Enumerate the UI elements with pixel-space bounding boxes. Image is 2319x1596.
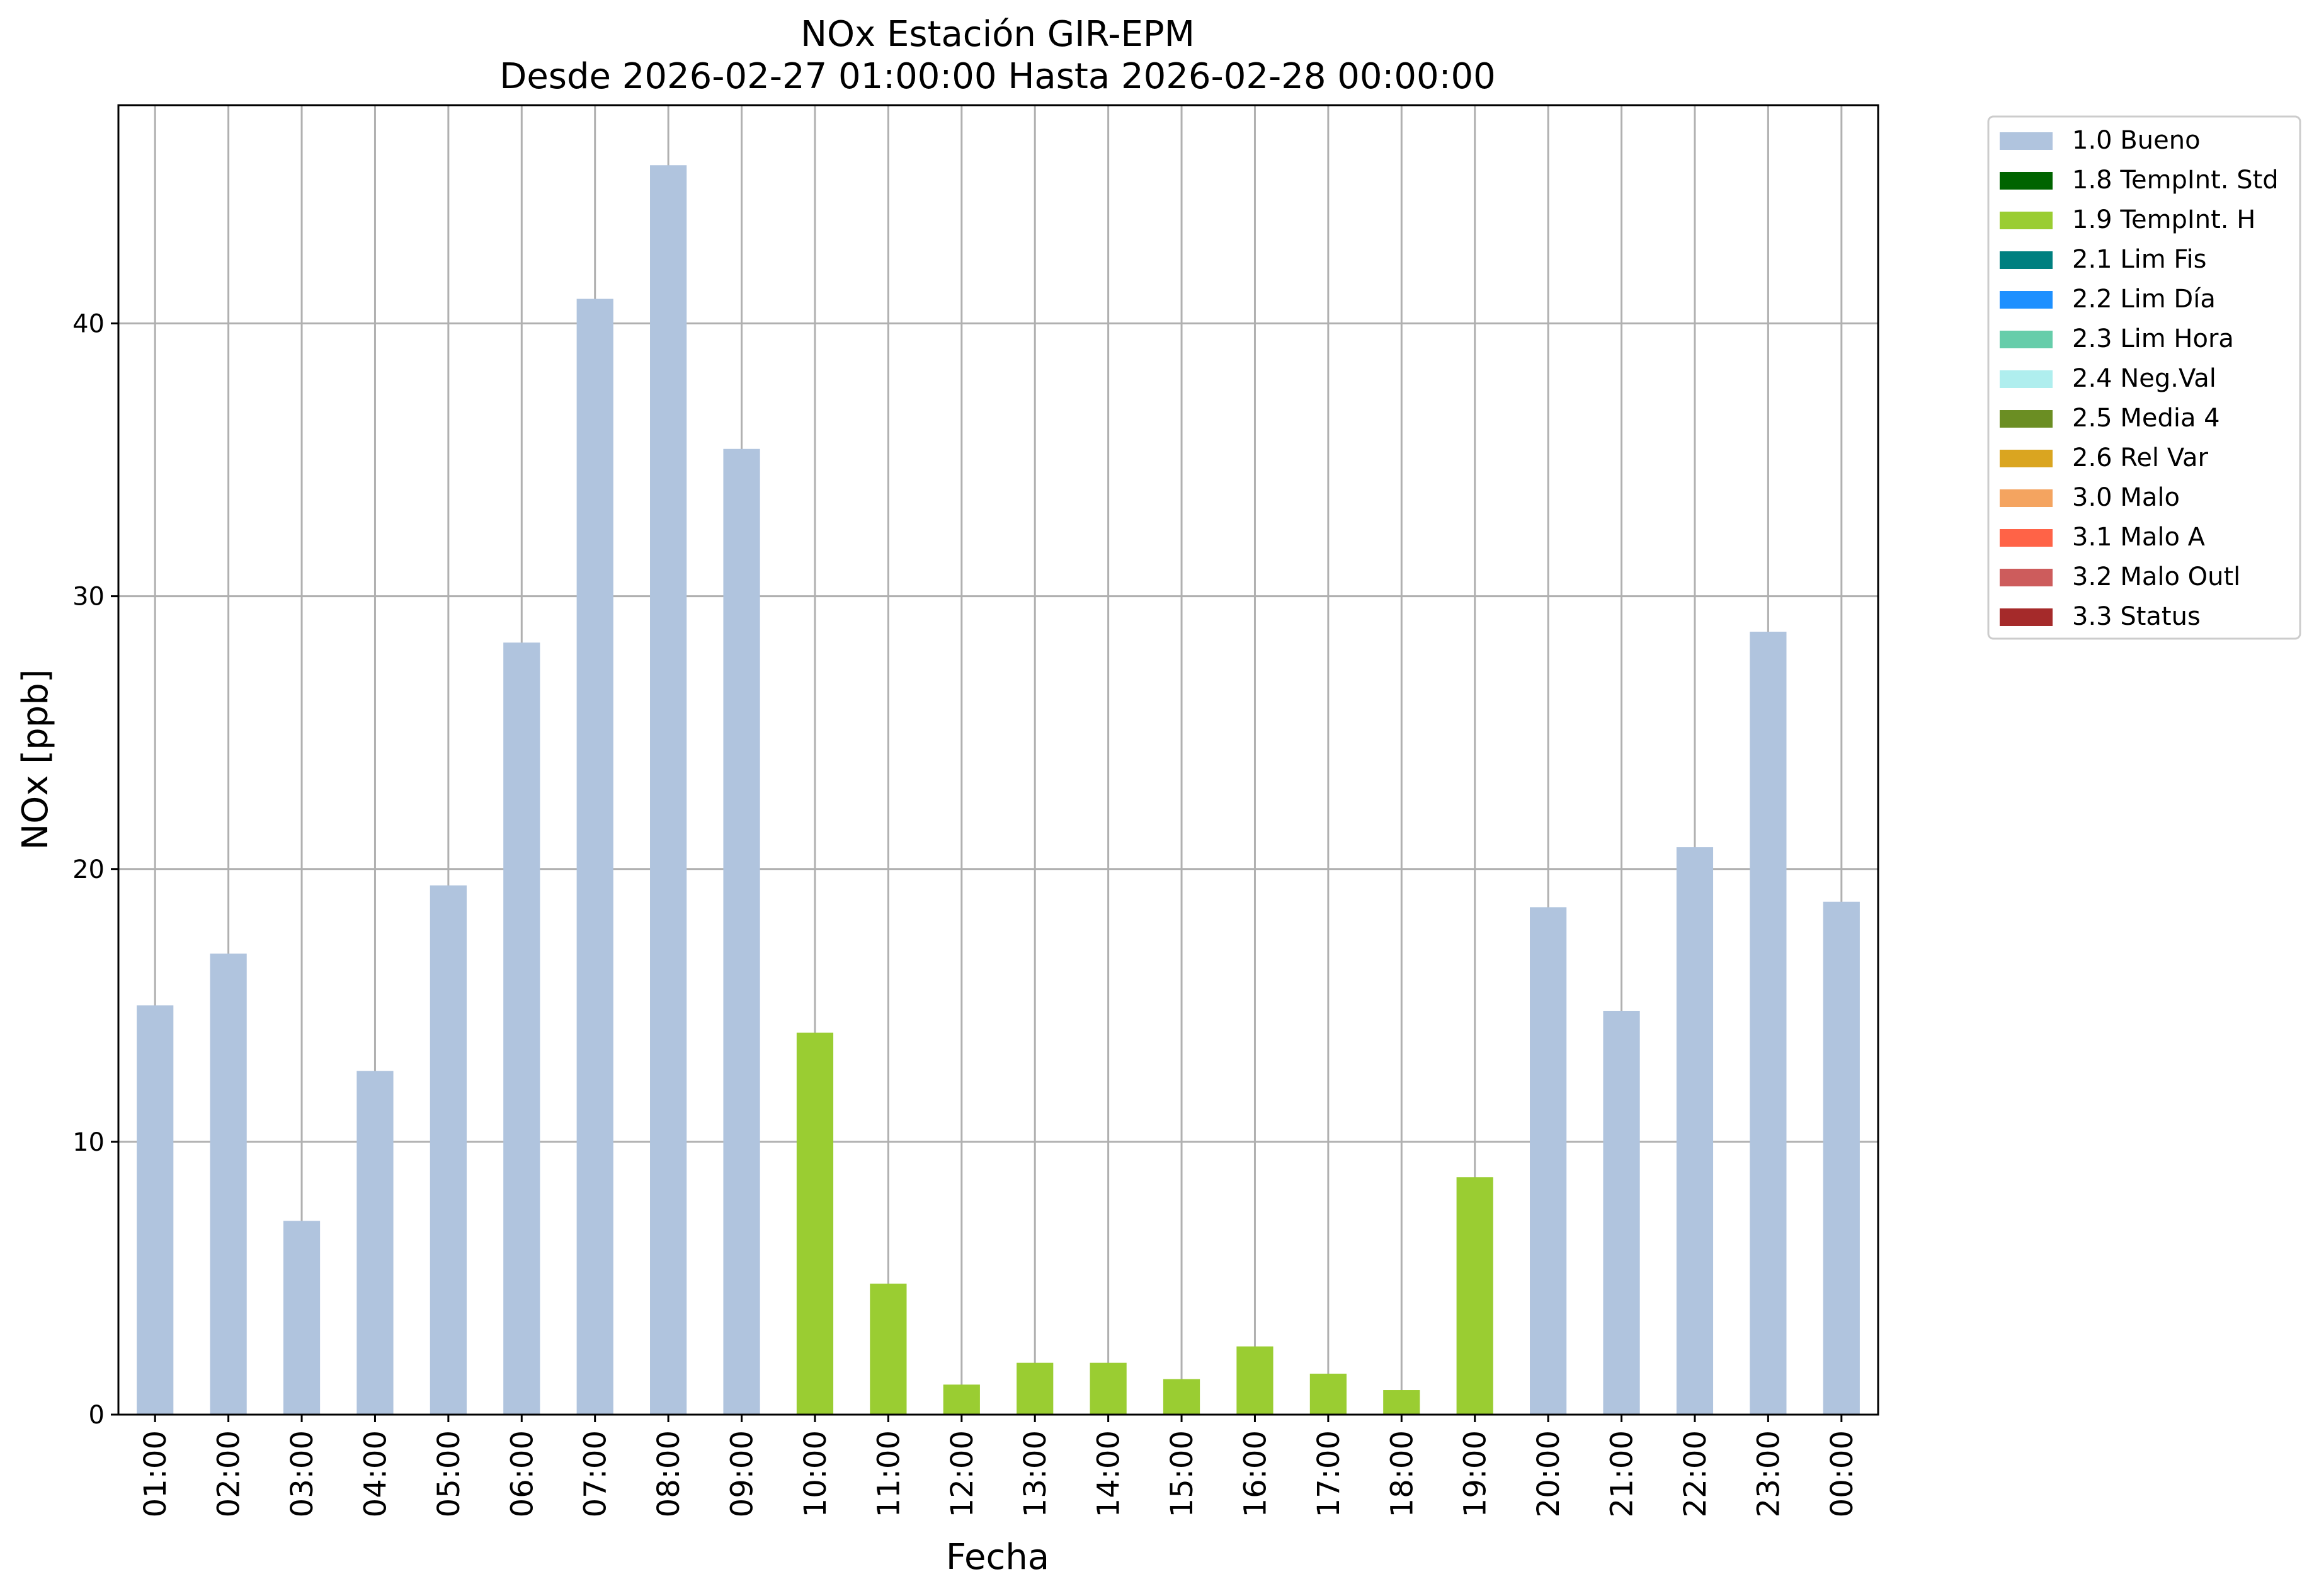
x-tick-label: 01:00 — [138, 1430, 173, 1517]
legend-swatch — [2000, 410, 2053, 428]
legend-label: 3.2 Malo Outl — [2072, 562, 2240, 591]
x-tick-label: 10:00 — [798, 1430, 833, 1517]
x-tick-label: 08:00 — [651, 1430, 687, 1517]
x-tick-label: 16:00 — [1238, 1430, 1273, 1517]
legend: 1.0 Bueno 1.8 TempInt. Std 1.9 TempInt. H 2… — [1987, 115, 2301, 640]
legend-label: 3.1 Malo A — [2072, 523, 2206, 552]
plot-frame — [117, 104, 1879, 1416]
legend-swatch — [2000, 212, 2053, 229]
bar-1900 — [1456, 1177, 1493, 1415]
bar-0700 — [576, 299, 613, 1415]
bars — [137, 165, 1860, 1415]
bar-1100 — [870, 1284, 907, 1415]
x-tick-label: 23:00 — [1751, 1430, 1786, 1517]
bar-1700 — [1309, 1374, 1347, 1415]
legend-box — [1987, 115, 2301, 640]
legend-swatch — [2000, 331, 2053, 348]
x-tick-label: 04:00 — [358, 1430, 393, 1517]
legend-swatch — [2000, 489, 2053, 507]
legend-label: 2.6 Rel Var — [2072, 443, 2209, 472]
bar-0100 — [137, 1005, 174, 1415]
bar-1600 — [1236, 1346, 1273, 1415]
legend-swatch — [2000, 569, 2053, 586]
bar-0800 — [650, 165, 687, 1415]
legend-swatch — [2000, 529, 2053, 547]
legend-label: 2.5 Media 4 — [2072, 404, 2220, 433]
bar-1800 — [1383, 1390, 1420, 1415]
x-tick-label: 22:00 — [1678, 1430, 1713, 1517]
x-tick-label: 03:00 — [285, 1430, 320, 1517]
x-tick-label: 11:00 — [871, 1430, 906, 1517]
x-axis-label: Fecha — [946, 1537, 1049, 1578]
x-tick-label: 09:00 — [725, 1430, 760, 1517]
x-tick-label: 21:00 — [1605, 1430, 1640, 1517]
legend-label: 2.4 Neg.Val — [2072, 364, 2216, 393]
bar-0300 — [283, 1221, 321, 1415]
x-tick-label: 00:00 — [1825, 1430, 1860, 1517]
legend-swatch — [2000, 251, 2053, 269]
legend-label: 3.0 Malo — [2072, 483, 2180, 512]
bar-0600 — [503, 642, 540, 1415]
legend-swatch — [2000, 132, 2053, 150]
legend-label: 1.9 TempInt. H — [2072, 205, 2255, 234]
y-tick-label: 0 — [89, 1401, 105, 1430]
legend-swatch — [2000, 450, 2053, 467]
x-tick-label: 19:00 — [1458, 1430, 1493, 1517]
bar-1300 — [1017, 1362, 1054, 1415]
legend-label: 2.3 Lim Hora — [2072, 324, 2234, 353]
x-tick-label: 06:00 — [504, 1430, 540, 1517]
bar-2200 — [1676, 847, 1714, 1415]
x-tick-label: 07:00 — [578, 1430, 613, 1517]
bar-0200 — [210, 954, 247, 1415]
bar-1000 — [796, 1032, 834, 1415]
x-tick-label: 15:00 — [1165, 1430, 1200, 1517]
legend-swatch — [2000, 291, 2053, 309]
bar-0500 — [430, 885, 467, 1415]
bar-0000 — [1823, 901, 1860, 1415]
y-tick-label: 40 — [72, 310, 105, 339]
bar-0900 — [723, 448, 760, 1415]
legend-label: 3.3 Status — [2072, 602, 2201, 631]
x-tick-label: 02:00 — [212, 1430, 247, 1517]
legend-swatch — [2000, 172, 2053, 190]
legend-label: 2.2 Lim Día — [2072, 285, 2216, 314]
y-axis-label: NOx [ppb] — [15, 669, 56, 850]
y-tick-label: 20 — [72, 855, 105, 884]
x-tick-label: 18:00 — [1384, 1430, 1420, 1517]
bar-2100 — [1603, 1010, 1640, 1415]
bar-2300 — [1750, 631, 1787, 1415]
bar-2000 — [1530, 907, 1567, 1415]
chart-title: NOx Estación GIR-EPM — [801, 14, 1195, 55]
legend-label: 1.0 Bueno — [2072, 126, 2201, 155]
legend-label: 1.8 TempInt. Std — [2072, 166, 2279, 195]
y-tick-label: 10 — [72, 1128, 105, 1157]
x-tick-label: 12:00 — [945, 1430, 980, 1517]
x-tick-label: 17:00 — [1311, 1430, 1347, 1517]
legend-swatch — [2000, 608, 2053, 626]
x-tick-label: 13:00 — [1018, 1430, 1053, 1517]
x-tick-label: 14:00 — [1091, 1430, 1127, 1517]
y-tick-label: 30 — [72, 583, 105, 612]
bar-1500 — [1163, 1379, 1200, 1415]
chart-subtitle: Desde 2026-02-27 01:00:00 Hasta 2026-02-… — [499, 56, 1496, 97]
x-tick-label: 05:00 — [431, 1430, 467, 1517]
bar-0400 — [356, 1071, 394, 1415]
x-tick-label: 20:00 — [1531, 1430, 1566, 1517]
legend-label: 2.1 Lim Fis — [2072, 245, 2206, 274]
legend-swatch — [2000, 370, 2053, 388]
bar-1400 — [1090, 1362, 1127, 1415]
bar-1200 — [943, 1384, 980, 1415]
x-axis: 01:00 02:00 03:00 04:00 05:00 06:00 07:00 08:00… — [138, 1415, 1860, 1517]
y-axis: 0 10 20 30 40 — [72, 310, 118, 1430]
